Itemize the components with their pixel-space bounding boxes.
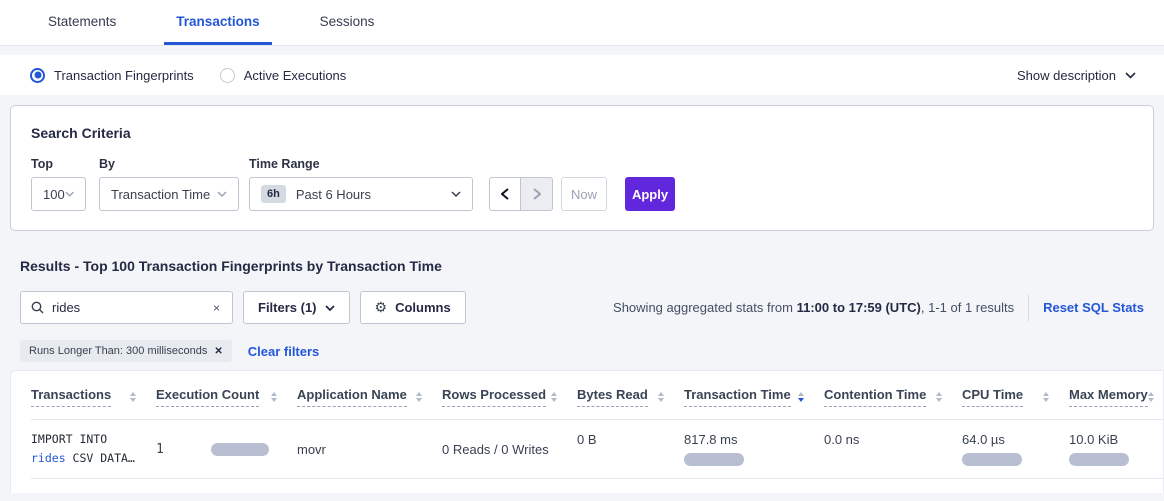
radio-transaction-fingerprints[interactable]: Transaction Fingerprints xyxy=(30,67,194,83)
tab-transactions[interactable]: Transactions xyxy=(164,0,272,45)
chevron-right-icon xyxy=(532,188,541,200)
previous-time-window-button[interactable] xyxy=(489,177,521,211)
show-description-label: Show description xyxy=(1017,67,1116,83)
columns-button[interactable]: ⚙ Columns xyxy=(359,291,466,324)
transaction-sql-line2: rides CSV DATA… xyxy=(31,451,135,465)
radio-label: Active Executions xyxy=(243,67,347,83)
chevron-down-icon xyxy=(217,191,227,197)
search-icon xyxy=(31,301,44,314)
cpu-time-cell: 64.0 µs xyxy=(962,420,1069,478)
gear-icon: ⚙ xyxy=(374,299,388,315)
column-header-cpu-time: CPU Time xyxy=(962,387,1069,407)
chevron-down-icon xyxy=(65,191,74,197)
chevron-left-icon xyxy=(501,188,509,200)
sort-icon[interactable] xyxy=(1043,392,1049,402)
sort-icon[interactable] xyxy=(658,392,664,402)
time-range-label: Time Range xyxy=(249,157,320,171)
by-select-value: Transaction Time xyxy=(111,186,211,202)
time-range-badge: 6h xyxy=(261,185,286,203)
radio-selected-icon xyxy=(30,67,45,83)
contention-time-cell: 0.0 ns xyxy=(824,432,860,447)
filter-chip-label: Runs Longer Than: 300 milliseconds xyxy=(29,345,208,357)
active-filters-row: Runs Longer Than: 300 milliseconds ✕ Cle… xyxy=(0,340,1164,362)
time-range-select[interactable]: 6h Past 6 Hours xyxy=(249,177,473,211)
radio-label: Transaction Fingerprints xyxy=(54,67,194,83)
tab-sessions[interactable]: Sessions xyxy=(319,13,375,29)
stats-time-range: 11:00 to 17:59 (UTC) xyxy=(796,300,921,315)
execution-count-value: 1 xyxy=(156,441,164,457)
filters-button[interactable]: Filters (1) xyxy=(243,291,350,324)
search-criteria-title: Search Criteria xyxy=(31,125,131,141)
column-header-rows-processed: Rows Processed xyxy=(442,387,577,407)
now-button[interactable]: Now xyxy=(561,177,607,211)
results-toolbar: × Filters (1) ⚙ Columns Showing aggregat… xyxy=(0,291,1164,324)
stats-prefix: Showing aggregated stats from xyxy=(613,300,797,315)
filters-button-label: Filters (1) xyxy=(258,300,317,315)
time-window-nav xyxy=(489,177,553,211)
chevron-down-icon xyxy=(324,304,335,311)
column-header-transactions: Transactions xyxy=(31,387,156,407)
reset-sql-stats-link[interactable]: Reset SQL Stats xyxy=(1043,300,1144,315)
search-criteria-panel: Search Criteria Top 100 By Transaction T… xyxy=(10,105,1154,231)
chevron-down-icon xyxy=(1125,71,1136,79)
show-description-toggle[interactable]: Show description xyxy=(1017,68,1138,83)
bytes-read-cell: 0 B xyxy=(577,432,597,447)
results-table: Transactions Execution Count Application… xyxy=(10,370,1164,493)
vertical-divider xyxy=(1028,294,1030,321)
page-tabs: Statements Transactions Sessions xyxy=(0,0,1164,46)
tab-statements[interactable]: Statements xyxy=(48,13,117,29)
column-header-bytes-read: Bytes Read xyxy=(577,387,684,407)
chevron-down-icon xyxy=(451,191,461,197)
sort-icon[interactable] xyxy=(936,392,942,402)
transaction-fingerprint-cell[interactable]: IMPORT INTO rides CSV DATA… xyxy=(31,420,156,478)
top-label: Top xyxy=(31,157,53,171)
column-header-max-memory: Max Memory xyxy=(1069,387,1164,407)
view-toggle-bar: Transaction Fingerprints Active Executio… xyxy=(0,55,1164,95)
execution-count-bar xyxy=(210,442,269,456)
column-header-transaction-time: Transaction Time xyxy=(684,387,824,407)
next-time-window-button[interactable] xyxy=(521,177,553,211)
sort-icon-active-desc[interactable] xyxy=(798,392,804,402)
filter-chip: Runs Longer Than: 300 milliseconds ✕ xyxy=(20,340,232,362)
sort-icon[interactable] xyxy=(130,392,136,402)
sort-icon[interactable] xyxy=(1147,392,1154,402)
aggregated-stats-text: Showing aggregated stats from 11:00 to 1… xyxy=(613,294,1144,321)
cpu-time-bar xyxy=(962,453,1022,466)
remove-filter-icon[interactable]: ✕ xyxy=(214,345,223,357)
max-memory-cell: 10.0 KiB xyxy=(1069,420,1164,478)
column-header-contention-time: Contention Time xyxy=(824,387,962,407)
search-box[interactable]: × xyxy=(20,291,233,324)
table-header-row: Transactions Execution Count Application… xyxy=(31,371,1163,420)
transaction-time-cell: 817.8 ms xyxy=(684,420,824,478)
by-label: By xyxy=(99,157,115,171)
column-header-application-name: Application Name xyxy=(297,387,442,407)
clear-search-icon[interactable]: × xyxy=(212,300,220,315)
transaction-time-bar xyxy=(684,453,744,466)
stats-suffix: , 1-1 of 1 results xyxy=(920,300,1015,315)
max-memory-bar xyxy=(1069,453,1129,466)
top-select[interactable]: 100 xyxy=(31,177,86,211)
by-select[interactable]: Transaction Time xyxy=(99,177,239,211)
radio-active-executions[interactable]: Active Executions xyxy=(219,67,347,83)
table-row: IMPORT INTO rides CSV DATA… 1 movr 0 Rea… xyxy=(31,420,1163,479)
sort-icon[interactable] xyxy=(551,392,557,402)
execution-count-cell: 1 xyxy=(156,420,297,478)
time-range-value: Past 6 Hours xyxy=(295,186,371,202)
search-input[interactable] xyxy=(52,300,211,315)
columns-button-label: Columns xyxy=(395,300,451,315)
radio-unselected-icon xyxy=(219,67,235,83)
clear-filters-link[interactable]: Clear filters xyxy=(247,343,320,359)
apply-button[interactable]: Apply xyxy=(625,177,675,211)
sort-icon[interactable] xyxy=(271,392,277,402)
sort-icon[interactable] xyxy=(416,392,422,402)
rows-processed-cell: 0 Reads / 0 Writes xyxy=(442,441,549,457)
top-select-value: 100 xyxy=(43,186,65,202)
application-name-cell: movr xyxy=(297,441,326,457)
transaction-table-link[interactable]: rides xyxy=(31,451,66,465)
transaction-sql-line1: IMPORT INTO xyxy=(31,432,108,446)
column-header-execution-count: Execution Count xyxy=(156,387,297,407)
results-heading: Results - Top 100 Transaction Fingerprin… xyxy=(20,258,442,274)
